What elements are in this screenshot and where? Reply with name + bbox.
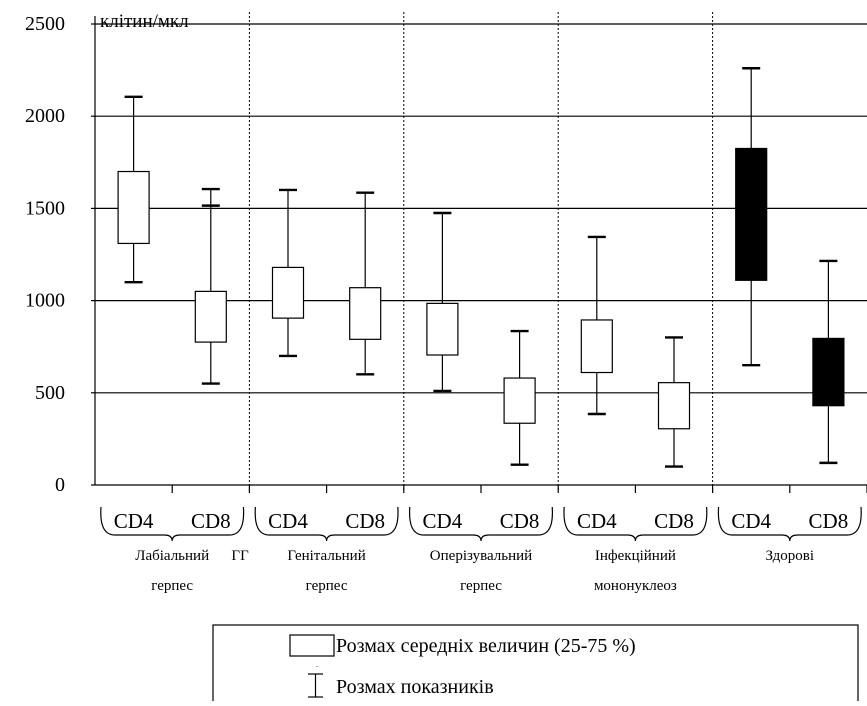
- unit-label: клітин/мкл: [100, 11, 189, 32]
- group-label-4-line1: Інфекційний: [595, 548, 676, 564]
- iqr-box: [812, 337, 845, 407]
- legend-box-symbol: [289, 634, 335, 657]
- group-brace-5: [717, 506, 862, 542]
- group-label-1-line2: герпес: [151, 578, 193, 594]
- category-label-cd4: CD4: [114, 509, 154, 533]
- legend-whisker-symbol: [308, 673, 323, 698]
- legend-dot: .: [316, 660, 318, 669]
- iqr-box: [426, 302, 459, 356]
- iqr-box: [580, 319, 613, 374]
- ytick-label-1000: 1000: [25, 290, 65, 312]
- group-label-2-line2: герпес: [306, 578, 348, 594]
- ytick-label-2500: 2500: [25, 13, 65, 35]
- iqr-box: [194, 290, 227, 343]
- category-label-cd4: CD4: [731, 509, 771, 533]
- box-cd4-group-2: [271, 188, 305, 358]
- box-cd8-group-3: [503, 329, 536, 466]
- group-brace-2: [254, 506, 399, 542]
- group-label-5-line1: Здорові: [766, 548, 815, 564]
- iqr-box: [657, 382, 691, 430]
- box-cd8-group-1: [194, 187, 227, 385]
- category-label-cd8: CD8: [191, 509, 231, 533]
- category-label-cd8: CD8: [654, 509, 694, 533]
- label-layer: CD4 CD8 Лабіальний герпес CD4 CD8 Генітальний г…: [100, 506, 862, 594]
- group-label-4-line2: мононуклеоз: [594, 578, 677, 594]
- category-label-cd8: CD8: [500, 509, 540, 533]
- iqr-box: [735, 147, 768, 281]
- iqr-box: [117, 170, 150, 245]
- group-label-1-line1: Лабіальний: [135, 548, 209, 564]
- category-label-cd8: CD8: [345, 509, 385, 533]
- ytick-label-2000: 2000: [25, 105, 65, 127]
- box-cd8-group-2: [349, 191, 382, 376]
- group-brace-4: [563, 506, 708, 542]
- axis-layer: 0 500 1000 1500 2000 2500: [25, 13, 867, 496]
- group-label-3-line1: Оперізувальний: [430, 548, 532, 564]
- box-cd4-group-3: [426, 211, 459, 393]
- group-prefix-2: ГГ: [231, 548, 249, 564]
- category-label-cd4: CD4: [268, 509, 308, 533]
- group-label-3-line2: герпес: [460, 578, 502, 594]
- box-layer: [117, 67, 845, 468]
- box-cd4-group-5: [735, 67, 768, 367]
- category-label-cd4: CD4: [423, 509, 463, 533]
- legend-box-label: Розмах середніх величин (25-75 %): [336, 635, 636, 657]
- iqr-box: [271, 266, 305, 319]
- ytick-label-0: 0: [55, 474, 65, 496]
- iqr-box: [503, 377, 536, 424]
- box-cd8-group-4: [657, 336, 691, 468]
- ytick-label-1500: 1500: [25, 197, 65, 219]
- ytick-label-500: 500: [35, 382, 65, 404]
- box-cd4-group-4: [580, 235, 613, 416]
- box-cd8-group-5: [812, 259, 845, 465]
- category-label-cd8: CD8: [809, 509, 849, 533]
- group-label-2-line1: Генітальний: [287, 548, 365, 564]
- group-brace-3: [408, 506, 554, 542]
- legend-whisker-label: Розмах показників: [336, 676, 494, 698]
- legend: Розмах середніх величин (25-75 %) . Розм…: [212, 624, 859, 704]
- iqr-box: [349, 287, 382, 340]
- group-brace-1: [100, 506, 245, 542]
- category-label-cd4: CD4: [577, 509, 617, 533]
- box-cd4-group-1: [117, 95, 150, 284]
